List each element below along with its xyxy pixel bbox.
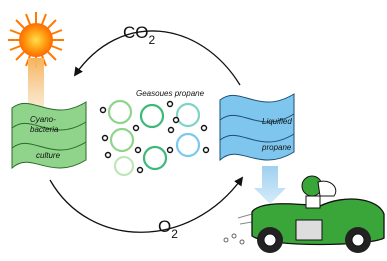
node-text: Geasoues propane <box>136 89 205 98</box>
cyanobacteria-block: Cyano- bacteria culture <box>12 102 86 168</box>
gas-molecules <box>109 101 199 175</box>
label-part: CO <box>123 23 149 42</box>
node-text: culture <box>36 151 61 160</box>
label-part: O <box>158 217 171 236</box>
liquified-propane-block: Liquified propane <box>220 94 294 160</box>
node-text: Liquified <box>262 117 292 126</box>
node-text: propane <box>261 143 292 152</box>
co2-label: CO2 <box>123 23 156 47</box>
car <box>224 176 384 253</box>
o2-arrow <box>50 178 242 232</box>
node-text: bacteria <box>30 125 59 134</box>
node-text: Cyano- <box>30 115 56 124</box>
o2-label: O2 <box>158 217 178 241</box>
label-part: 2 <box>171 227 178 241</box>
co2-arrow <box>75 31 240 85</box>
label-part: 2 <box>149 33 156 47</box>
fuel-arrow <box>254 166 286 204</box>
light-beam <box>28 58 44 108</box>
diagram: CO2 O2 Cyano- bacteria culture Geasoues … <box>0 0 387 261</box>
